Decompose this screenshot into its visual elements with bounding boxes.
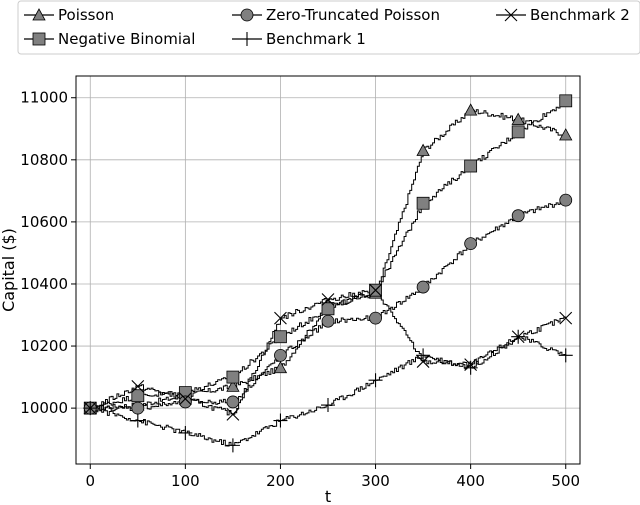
- data-point: [559, 311, 573, 325]
- y-axis-label: Capital ($): [0, 228, 18, 312]
- series-lines: [90, 99, 567, 447]
- data-point: [511, 112, 525, 125]
- data-point: [131, 389, 145, 403]
- data-point: [321, 314, 335, 328]
- y-tick-label: 10400: [20, 275, 68, 293]
- y-tick-label: 10000: [20, 399, 68, 417]
- legend-marker: [240, 32, 254, 46]
- axis-ticks: 0 100 200 300 400 500 10000 10200 10400 10600 1080…: [20, 89, 580, 490]
- data-point: [464, 237, 478, 251]
- data-point: [559, 193, 573, 207]
- data-point: [274, 330, 287, 344]
- data-point: [368, 373, 383, 388]
- x-tick-label: 400: [456, 472, 485, 490]
- data-point: [178, 392, 192, 406]
- data-point: [273, 360, 288, 374]
- data-point: [321, 302, 335, 316]
- x-tick-label: 300: [361, 472, 390, 490]
- legend-label: Benchmark 1: [266, 30, 366, 48]
- x-tick-label: 200: [266, 472, 295, 490]
- data-point: [416, 196, 430, 210]
- data-point: [131, 380, 145, 393]
- data-point: [416, 143, 430, 156]
- data-point: [463, 360, 478, 375]
- data-point: [511, 125, 525, 139]
- data-point: [131, 401, 145, 415]
- series-markers: [83, 94, 573, 453]
- data-point: [559, 94, 573, 108]
- legend-label: Zero-Truncated Poisson: [266, 6, 440, 24]
- legend-label: Negative Binomial: [58, 30, 195, 48]
- legend-marker: [32, 32, 46, 46]
- data-point: [274, 311, 287, 325]
- data-point: [369, 283, 382, 297]
- x-tick-label: 500: [551, 472, 580, 490]
- data-point: [226, 407, 240, 421]
- x-tick-label: 100: [171, 472, 200, 490]
- data-point: [83, 401, 97, 415]
- data-point: [558, 348, 573, 363]
- legend: Poisson Zero-Truncated Poisson Benchmark 2…: [17, 0, 640, 55]
- data-point: [511, 209, 525, 223]
- data-point: [416, 355, 430, 368]
- y-tick-label: 10800: [20, 151, 68, 169]
- data-point: [130, 413, 145, 428]
- data-point: [226, 370, 240, 384]
- data-point: [178, 395, 192, 409]
- legend-marker: [504, 8, 518, 22]
- x-tick-label: 0: [85, 472, 95, 490]
- data-point: [416, 348, 431, 363]
- legend-label: Benchmark 2: [530, 6, 630, 24]
- legend-frame: [17, 0, 640, 55]
- series-line-1: [90, 99, 567, 409]
- data-point: [369, 311, 382, 325]
- data-point: [274, 348, 287, 362]
- data-point: [226, 395, 240, 409]
- data-point: [225, 438, 240, 453]
- data-point: [559, 128, 573, 141]
- series-line-0: [90, 109, 567, 411]
- x-axis-label: t: [325, 487, 331, 505]
- legend-label: Poisson: [58, 6, 114, 24]
- plot-frame: [75, 75, 581, 465]
- data-point: [416, 280, 430, 294]
- y-tick-label: 10200: [20, 337, 68, 355]
- data-point: [464, 358, 478, 372]
- grid: [76, 76, 580, 464]
- legend-marker: [32, 8, 46, 21]
- y-tick-label: 11000: [20, 89, 68, 107]
- data-point: [226, 379, 240, 392]
- data-point: [463, 103, 478, 116]
- legend-marker: [240, 8, 254, 22]
- y-tick-label: 10600: [20, 213, 68, 231]
- data-point: [464, 159, 478, 173]
- series-line-3: [90, 336, 567, 447]
- data-point: [511, 330, 525, 344]
- data-point: [321, 293, 335, 306]
- data-point: [178, 425, 193, 440]
- data-point: [321, 398, 335, 413]
- data-point: [273, 413, 288, 428]
